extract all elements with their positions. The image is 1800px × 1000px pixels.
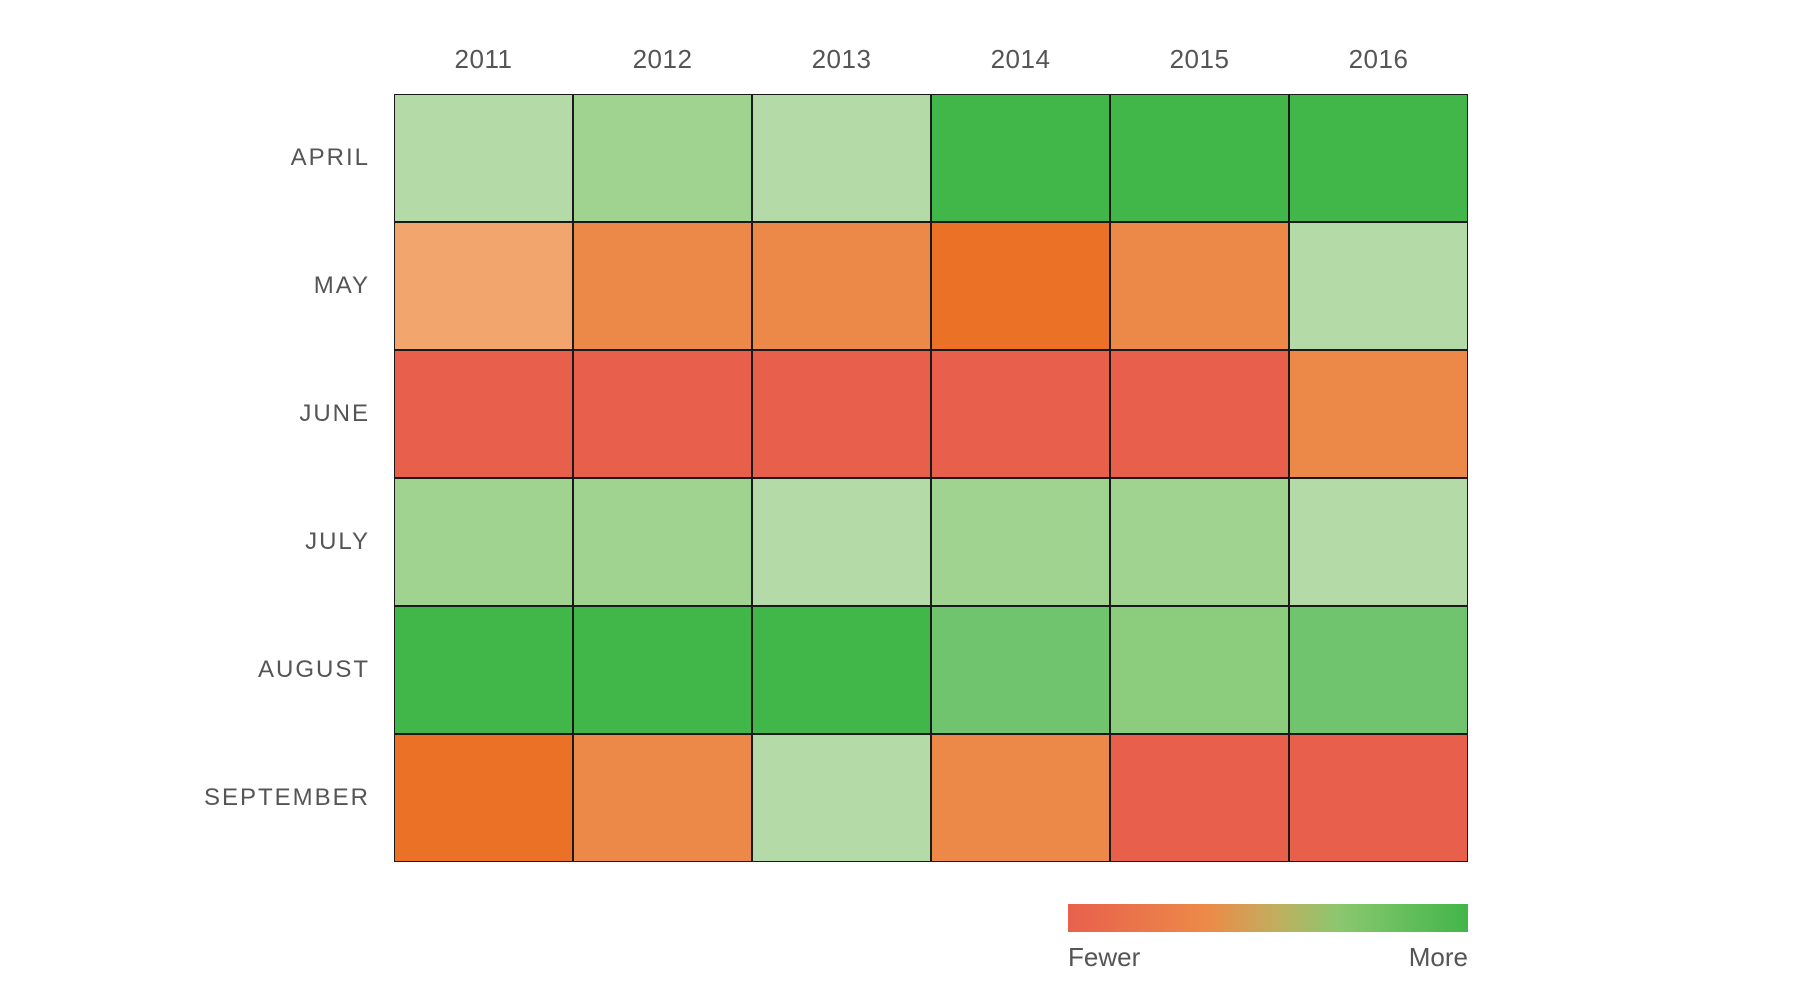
heatmap-cell — [1289, 606, 1468, 734]
heatmap-cell — [752, 606, 931, 734]
heatmap-cell — [573, 350, 752, 478]
heatmap-cell — [1289, 478, 1468, 606]
heatmap-cell — [1289, 350, 1468, 478]
heatmap-grid — [394, 94, 1468, 862]
heatmap-cell — [394, 606, 573, 734]
row-label: AUGUST — [150, 606, 394, 734]
heatmap-cell — [931, 222, 1110, 350]
legend-label-fewer: Fewer — [1068, 942, 1140, 973]
heatmap-cell — [752, 350, 931, 478]
row-label: APRIL — [150, 94, 394, 222]
legend-label-more: More — [1409, 942, 1468, 973]
heatmap-cell — [394, 734, 573, 862]
row-label: JUNE — [150, 350, 394, 478]
column-header: 2016 — [1289, 44, 1468, 75]
row-labels: APRILMAYJUNEJULYAUGUSTSEPTEMBER — [150, 94, 394, 862]
legend: Fewer More — [1068, 904, 1468, 973]
heatmap-cell — [752, 478, 931, 606]
heatmap-cell — [394, 478, 573, 606]
heatmap-cell — [1289, 734, 1468, 862]
heatmap-cell — [931, 94, 1110, 222]
column-header: 2011 — [394, 44, 573, 75]
row-label: MAY — [150, 222, 394, 350]
heatmap-cell — [752, 734, 931, 862]
column-header: 2012 — [573, 44, 752, 75]
heatmap-cell — [1110, 350, 1289, 478]
heatmap-cell — [573, 94, 752, 222]
heatmap-cell — [573, 606, 752, 734]
heatmap-cell — [573, 222, 752, 350]
legend-labels: Fewer More — [1068, 942, 1468, 973]
heatmap-cell — [1110, 734, 1289, 862]
heatmap-cell — [573, 478, 752, 606]
heatmap-cell — [931, 606, 1110, 734]
legend-gradient-bar — [1068, 904, 1468, 932]
column-header: 2014 — [931, 44, 1110, 75]
heatmap-cell — [752, 94, 931, 222]
row-label: JULY — [150, 478, 394, 606]
heatmap-cell — [752, 222, 931, 350]
heatmap-cell — [1110, 606, 1289, 734]
heatmap-cell — [1110, 478, 1289, 606]
heatmap-cell — [573, 734, 752, 862]
heatmap-cell — [394, 350, 573, 478]
chart-root: 201120122013201420152016 APRILMAYJUNEJUL… — [0, 0, 1800, 1000]
heatmap-cell — [394, 94, 573, 222]
row-label: SEPTEMBER — [150, 734, 394, 862]
column-headers: 201120122013201420152016 — [394, 44, 1468, 75]
column-header: 2013 — [752, 44, 931, 75]
heatmap-cell — [1289, 94, 1468, 222]
column-header: 2015 — [1110, 44, 1289, 75]
heatmap-cell — [1289, 222, 1468, 350]
heatmap-cell — [1110, 222, 1289, 350]
heatmap-cell — [931, 478, 1110, 606]
heatmap-cell — [931, 350, 1110, 478]
heatmap-cell — [931, 734, 1110, 862]
heatmap-cell — [1110, 94, 1289, 222]
heatmap-cell — [394, 222, 573, 350]
